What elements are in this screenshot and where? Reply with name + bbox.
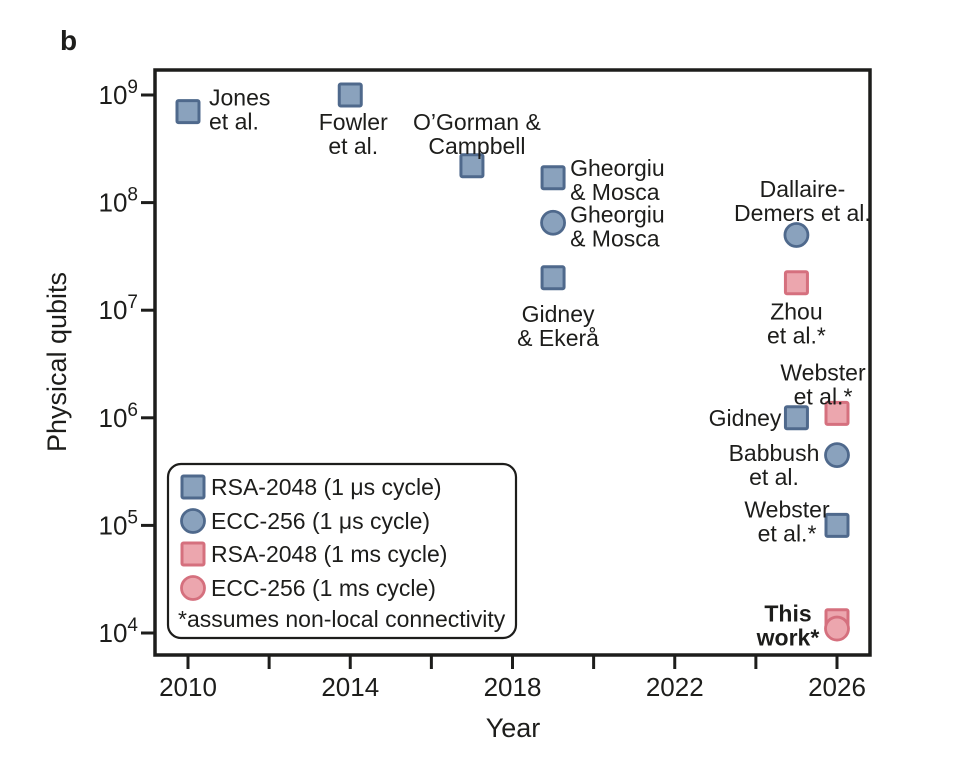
legend-frame — [166, 462, 518, 640]
x-tick-label-2010: 2010 — [159, 672, 217, 702]
x-axis-ticks: 2010 2014 2018 2022 2026 — [159, 655, 866, 702]
legend-marker-ecc_ms — [180, 575, 206, 601]
x-tick-label-2014: 2014 — [321, 672, 379, 702]
point-label-jones-et-al-line1: Jones — [209, 85, 270, 111]
point-label-zhou-et-al-line1: Zhou — [770, 299, 822, 325]
legend-label-rsa_ms: RSA-2048 (1 ms cycle) — [211, 541, 447, 567]
point-label-babbush-et-al-line2: et al. — [749, 464, 799, 490]
point-label-webster-et-al-ms-line2: et al.* — [794, 383, 853, 409]
point-gheorgiu-mosca-ecc — [540, 209, 566, 236]
y-axis-ticks: 104 105 106 107 108 109 — [99, 77, 155, 648]
point-label-gheorgiu-mosca-rsa-line1: Gheorgiu — [570, 155, 665, 181]
point-jones-et-al — [175, 99, 201, 125]
y-axis-title: Physical qubits — [42, 272, 72, 452]
legend-label-ecc_ms: ECC-256 (1 ms cycle) — [211, 575, 436, 601]
point-babbush-et-al — [824, 442, 850, 469]
panel-label: b — [60, 25, 77, 56]
point-label-webster-et-al-us-line1: Webster — [744, 496, 830, 522]
point-label-ogorman-campbell-line1: O’Gorman & — [413, 109, 541, 135]
point-label-gheorgiu-mosca-ecc-line2: & Mosca — [570, 226, 660, 252]
point-label-ogorman-campbell-line2: Campbell — [428, 133, 525, 159]
legend-marker-rsa_ms — [180, 541, 206, 567]
legend-marker-ecc_us — [180, 508, 206, 534]
point-label-gidney-ekera-line1: Gidney — [522, 301, 595, 327]
point-label-gidney-ekera-line2: & Ekerå — [517, 325, 599, 351]
point-label-this-work-rsa-line2: work* — [756, 625, 820, 651]
y-tick-label-1e7: 107 — [99, 292, 139, 325]
point-label-gheorgiu-mosca-ecc-line1: Gheorgiu — [570, 202, 665, 228]
point-gidney-ekera — [540, 265, 566, 291]
point-label-fowler-et-al-line1: Fowler — [319, 109, 388, 135]
point-label-webster-et-al-us-line2: et al.* — [758, 520, 817, 546]
legend-footnote: *assumes non-local connectivity — [178, 606, 506, 632]
point-label-gidney-line1: Gidney — [709, 405, 782, 431]
y-tick-label-1e8: 108 — [99, 185, 139, 218]
point-label-gheorgiu-mosca-rsa-line2: & Mosca — [570, 179, 660, 205]
y-tick-label-1e5: 105 — [99, 507, 139, 540]
point-zhou-et-al — [783, 270, 809, 296]
point-label-dallaire-demers-et-al-line2: Demers et al. — [734, 200, 871, 226]
point-webster-et-al-us — [824, 512, 850, 538]
legend-marker-rsa_us — [180, 474, 206, 500]
legend-label-ecc_us: ECC-256 (1 μs cycle) — [211, 508, 430, 534]
y-tick-label-1e6: 106 — [99, 400, 139, 433]
x-tick-label-2022: 2022 — [646, 672, 704, 702]
point-label-this-work-rsa-line1: This — [764, 601, 811, 627]
x-tick-label-2026: 2026 — [808, 672, 866, 702]
point-label-webster-et-al-ms-line1: Webster — [780, 359, 866, 385]
point-this-work-ecc — [824, 615, 850, 642]
point-gheorgiu-mosca-rsa — [540, 165, 566, 191]
legend: RSA-2048 (1 μs cycle) ECC-256 (1 μs cycle… — [166, 462, 518, 640]
point-label-jones-et-al-line2: et al. — [209, 109, 259, 135]
point-label-dallaire-demers-et-al-line1: Dallaire- — [760, 176, 846, 202]
point-fowler-et-al — [337, 82, 363, 108]
legend-label-rsa_us: RSA-2048 (1 μs cycle) — [211, 474, 442, 500]
point-dallaire-demers-et-al — [783, 222, 810, 248]
point-label-babbush-et-al-line1: Babbush — [729, 440, 820, 466]
x-axis-title: Year — [486, 713, 541, 743]
point-label-zhou-et-al-line2: et al.* — [767, 323, 826, 349]
y-tick-label-1e9: 109 — [99, 77, 139, 110]
y-tick-label-1e4: 104 — [99, 615, 139, 648]
point-gidney — [783, 405, 809, 431]
point-label-fowler-et-al-line2: et al. — [328, 133, 378, 159]
x-tick-label-2018: 2018 — [484, 672, 542, 702]
point-webster-et-al-ms — [824, 400, 850, 426]
point-ogorman-campbell — [459, 153, 485, 179]
